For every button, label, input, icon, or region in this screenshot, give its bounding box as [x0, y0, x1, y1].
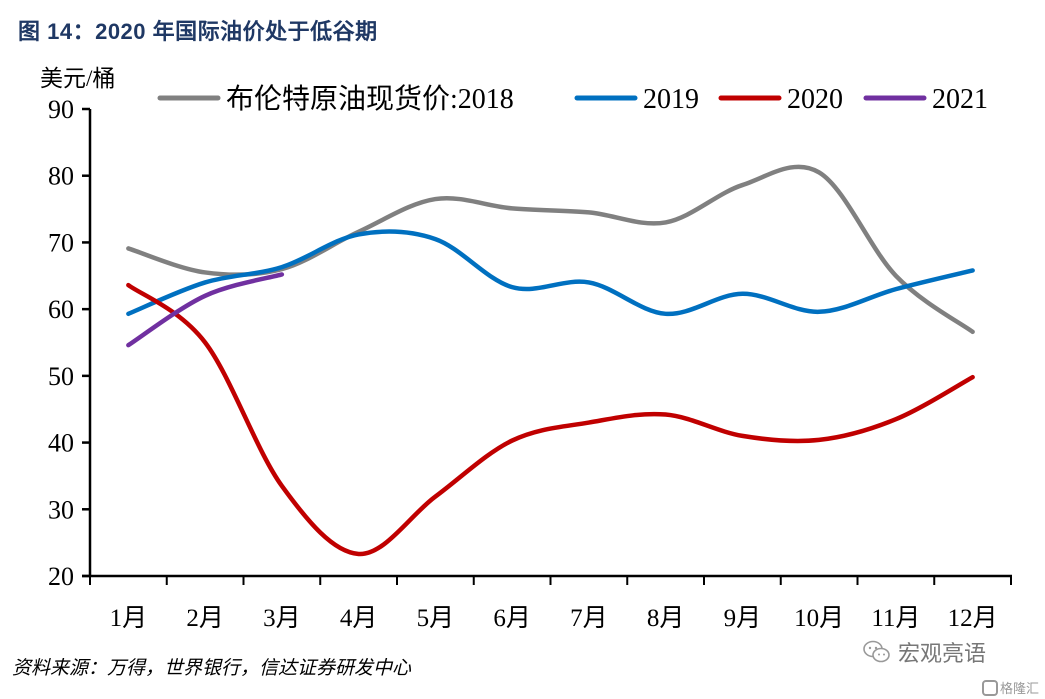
series-lines	[126, 164, 975, 557]
y-tick-label: 70	[48, 228, 74, 257]
wechat-icon	[863, 640, 890, 663]
legend: 布伦特原油现货价:2018 2019 2020 2021	[157, 83, 988, 115]
legend-label: 2021	[932, 84, 988, 115]
x-axis: 1月 2月 3月 4月 5月 6月 7月 8月 9月 10月 11月 12月	[82, 574, 1012, 632]
x-tick-label: 7月	[570, 605, 608, 632]
x-tick-label: 1月	[110, 605, 148, 632]
y-tick-label: 50	[48, 362, 74, 391]
watermark: 宏观亮语	[862, 636, 986, 668]
x-tick-label: 9月	[724, 605, 762, 632]
series-line-2021	[126, 272, 285, 348]
x-tick-label: 2月	[186, 605, 224, 632]
series-line-2019	[126, 229, 975, 317]
gelonghui-text: 格隆汇	[999, 682, 1039, 697]
y-tick-label: 80	[48, 162, 74, 191]
legend-label: 2020	[787, 84, 843, 115]
y-axis-label: 美元/桶	[40, 66, 115, 91]
x-tick-label: 4月	[340, 605, 378, 632]
x-tick-label: 5月	[417, 605, 455, 632]
series-line-2020	[126, 282, 975, 557]
y-tick-label: 60	[48, 295, 74, 324]
legend-label: 布伦特原油现货价:2018	[226, 83, 514, 115]
x-tick-label: 6月	[493, 605, 531, 632]
y-tick-label: 40	[48, 429, 74, 458]
watermark-text: 宏观亮语	[898, 642, 987, 667]
x-tick-label: 10月	[794, 605, 844, 632]
y-axis: 20 30 40 50 60 70 80 90	[48, 95, 92, 591]
x-tick-label: 3月	[263, 605, 301, 632]
x-tick-label: 12月	[948, 605, 998, 632]
y-tick-label: 90	[48, 95, 74, 124]
y-tick-label: 20	[48, 562, 74, 591]
legend-label: 2019	[643, 84, 699, 115]
y-tick-label: 30	[48, 495, 74, 524]
gelonghui-logo: 格隆汇	[981, 678, 1039, 697]
source-note: 资料来源：万得，世界银行，信达证券研发中心	[12, 657, 412, 679]
x-tick-label: 8月	[647, 605, 685, 632]
chart-title: 图 14：2020 年国际油价处于低谷期	[18, 19, 378, 44]
gelonghui-icon	[981, 679, 998, 696]
x-tick-label: 11月	[871, 605, 920, 632]
